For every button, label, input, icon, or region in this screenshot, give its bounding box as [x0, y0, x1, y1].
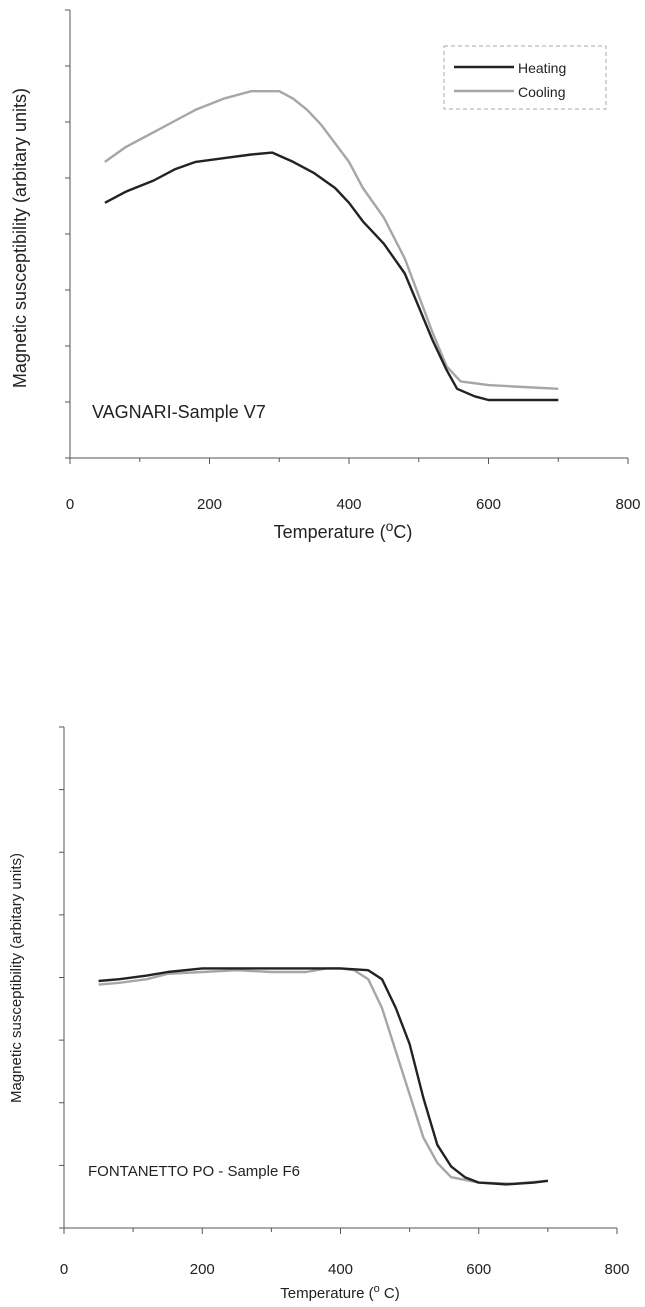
- x-axis-label-superscript: o: [374, 1283, 380, 1295]
- x-axis-label-superscript: o: [386, 518, 394, 534]
- x-axis-label-main: Temperature (: [280, 1285, 373, 1302]
- x-axis-label-end: C): [380, 1285, 400, 1302]
- chart-vagnari: 0 200 400 600 800 Magnetic susceptibility (a…: [10, 9, 641, 542]
- x-tick-label: 200: [197, 496, 222, 513]
- x-tick-label: 800: [615, 496, 640, 513]
- y-ticks: [65, 9, 70, 459]
- series-group: [98, 967, 549, 1186]
- x-ticks: 0 200 400 600 800: [60, 1228, 630, 1278]
- x-tick-label: 400: [336, 496, 361, 513]
- y-axis-label: Magnetic susceptibility (arbitary units): [8, 853, 25, 1103]
- x-axis-label: Temperature (o C): [280, 1283, 400, 1302]
- x-axis: 0 200 400 600 800: [66, 457, 641, 513]
- series-group: [104, 90, 559, 402]
- series-line-cooling: [98, 967, 549, 1185]
- x-axis-label: Temperature (oC): [274, 518, 413, 542]
- x-tick-label: 600: [466, 1261, 491, 1278]
- series-line-cooling: [104, 90, 559, 390]
- legend-cooling-label: Cooling: [518, 84, 565, 100]
- legend-heating-label: Heating: [518, 60, 566, 76]
- x-axis: 0 200 400 600 800: [60, 1227, 630, 1278]
- chart-fontanetto: 0 200 400 600 800 Magnetic susceptibility (a…: [8, 726, 630, 1302]
- series-line-heating: [98, 967, 549, 1186]
- x-tick-label: 0: [60, 1261, 68, 1278]
- sample-annotation: FONTANETTO PO - Sample F6: [88, 1163, 300, 1180]
- y-ticks: [59, 726, 64, 1229]
- x-tick-label: 0: [66, 496, 74, 513]
- sample-annotation: VAGNARI-Sample V7: [92, 402, 266, 422]
- series-line-heating: [104, 151, 559, 402]
- x-axis-label-end: C): [393, 522, 412, 542]
- y-axis-label: Magnetic susceptibility (arbitary units): [10, 88, 30, 388]
- x-tick-label: 400: [328, 1261, 353, 1278]
- legend: Heating Cooling: [443, 45, 607, 110]
- x-tick-label: 800: [604, 1261, 629, 1278]
- y-axis: [59, 726, 65, 1229]
- legend-box: [443, 45, 607, 110]
- x-axis-label-main: Temperature (: [274, 522, 386, 542]
- x-tick-label: 200: [190, 1261, 215, 1278]
- x-ticks: 0 200 400 600 800: [66, 458, 641, 513]
- y-axis: [65, 9, 71, 459]
- x-tick-label: 600: [476, 496, 501, 513]
